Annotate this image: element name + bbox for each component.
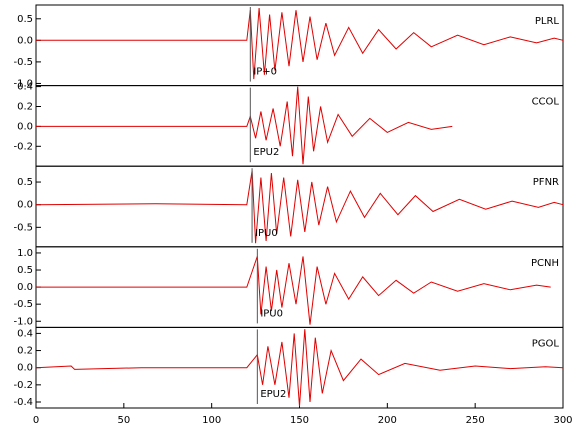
station-label: PLRL <box>535 16 560 27</box>
panel-frame <box>35 4 564 87</box>
waveform <box>35 329 564 407</box>
y-tick-label: 1.0 <box>17 248 33 259</box>
waveform <box>36 7 564 80</box>
y-tick-label: -0.2 <box>13 141 33 152</box>
y-tick-label: 0.0 <box>17 200 33 211</box>
x-tick-label: 200 <box>378 415 397 426</box>
y-tick-label: -0.4 <box>13 397 33 408</box>
y-tick-label: -0.5 <box>13 57 33 68</box>
x-tick-label: 0 <box>33 415 39 426</box>
phase-label: IP+0 <box>253 67 277 78</box>
y-tick-label: -0.5 <box>13 299 33 310</box>
x-tick-label: 300 <box>553 415 572 426</box>
y-tick-label: -0.2 <box>13 380 33 391</box>
phase-label: EPU2 <box>260 389 286 400</box>
x-tick-label: 250 <box>466 415 485 426</box>
y-tick-label: 0.2 <box>17 346 33 357</box>
station-label: PCNH <box>531 258 559 269</box>
y-tick-label: 0.4 <box>17 328 33 339</box>
panel-frame <box>35 326 564 409</box>
phase-label: IPU0 <box>260 308 283 319</box>
y-tick-label: -1.0 <box>13 78 33 89</box>
y-tick-label: -0.5 <box>13 222 33 233</box>
y-tick-label: 0.0 <box>17 282 33 293</box>
waveform <box>36 256 551 325</box>
x-tick-label: 150 <box>290 415 309 426</box>
y-tick-label: 0.5 <box>17 265 33 276</box>
y-tick-label: 0.0 <box>17 35 33 46</box>
phase-label: EPU2 <box>253 147 279 158</box>
station-label: PGOL <box>532 338 560 349</box>
station-label: CCOL <box>532 97 560 108</box>
x-tick-label: 50 <box>117 415 130 426</box>
waveform <box>35 170 564 244</box>
y-tick-label: 0.4 <box>17 82 33 93</box>
y-tick-label: 0.0 <box>17 363 33 374</box>
station-label: PFNR <box>533 177 559 188</box>
y-tick-label: -1.0 <box>13 316 33 327</box>
x-tick-label: 100 <box>202 415 221 426</box>
panel-frame <box>35 85 564 167</box>
y-tick-label: 0.2 <box>17 101 33 112</box>
waveform <box>36 86 453 165</box>
y-tick-label: 0.0 <box>17 121 33 132</box>
y-tick-label: 0.5 <box>17 177 33 188</box>
y-tick-label: 0.5 <box>17 14 33 25</box>
phase-label: IPU0 <box>255 228 278 239</box>
panel-frame <box>35 165 564 248</box>
